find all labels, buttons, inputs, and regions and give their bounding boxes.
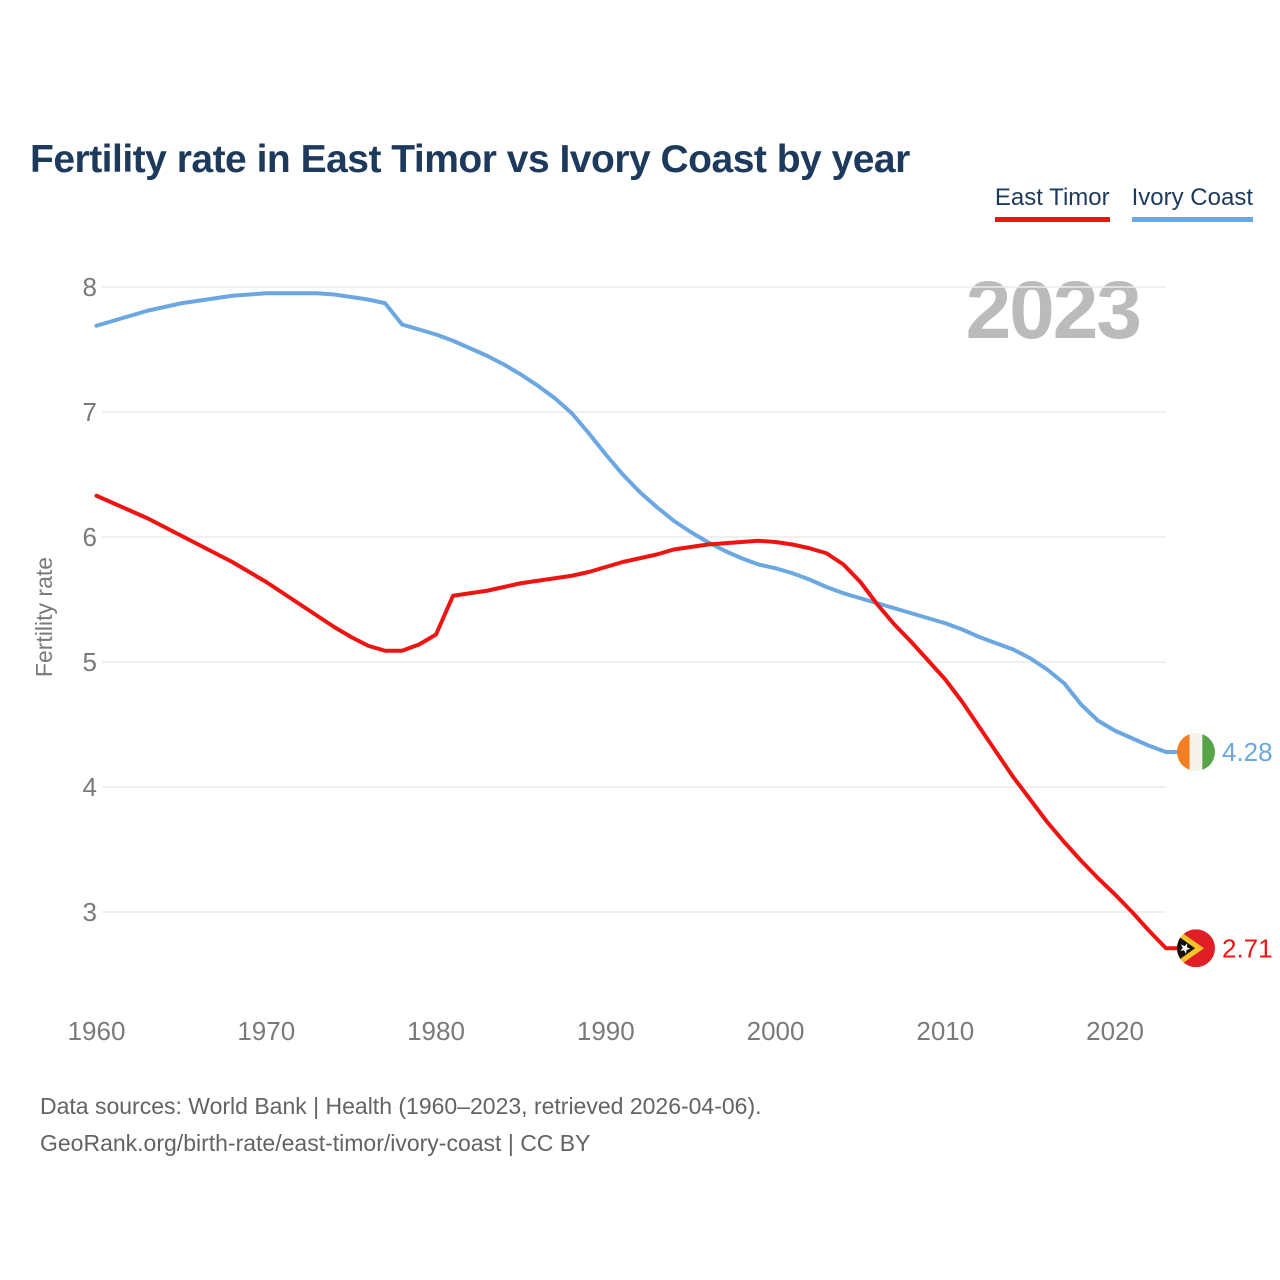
attribution-line: GeoRank.org/birth-rate/east-timor/ivory-… bbox=[40, 1130, 591, 1156]
east-timor-flag-icon bbox=[1177, 929, 1215, 968]
series-line-ivory-coast bbox=[94, 291, 1198, 754]
y-tick-label: 7 bbox=[83, 397, 97, 427]
series-line-east-timor bbox=[94, 493, 1198, 951]
x-tick-label: 1980 bbox=[407, 1016, 465, 1046]
chart-footer: Data sources: World Bank | Health (1960–… bbox=[40, 1088, 762, 1162]
x-tick-label: 2010 bbox=[916, 1016, 974, 1046]
x-tick-label: 2020 bbox=[1086, 1016, 1144, 1046]
y-tick-label: 8 bbox=[83, 272, 97, 302]
page-title: Fertility rate in East Timor vs Ivory Co… bbox=[30, 138, 910, 182]
x-tick-label: 1990 bbox=[577, 1016, 635, 1046]
end-value-label-east-timor: 2.71 bbox=[1222, 933, 1273, 963]
y-tick-label: 4 bbox=[83, 772, 97, 802]
legend: East Timor Ivory Coast bbox=[994, 184, 1253, 222]
y-tick-label: 5 bbox=[83, 647, 97, 677]
year-watermark: 2023 bbox=[965, 265, 1142, 356]
y-tick-label: 6 bbox=[83, 522, 97, 552]
ivory-coast-flag-icon bbox=[1177, 733, 1215, 771]
legend-ivory-coast[interactable]: Ivory Coast bbox=[1131, 184, 1253, 222]
x-tick-label: 1970 bbox=[237, 1016, 295, 1046]
data-sources-line: Data sources: World Bank | Health (1960–… bbox=[40, 1093, 762, 1119]
end-value-label-ivory-coast: 4.28 bbox=[1222, 737, 1273, 767]
y-tick-label: 3 bbox=[83, 897, 97, 927]
legend-east-timor[interactable]: East Timor bbox=[994, 184, 1110, 222]
x-tick-label: 1960 bbox=[68, 1016, 126, 1046]
y-axis-label: Fertility rate bbox=[31, 557, 57, 677]
x-tick-label: 2000 bbox=[747, 1016, 805, 1046]
